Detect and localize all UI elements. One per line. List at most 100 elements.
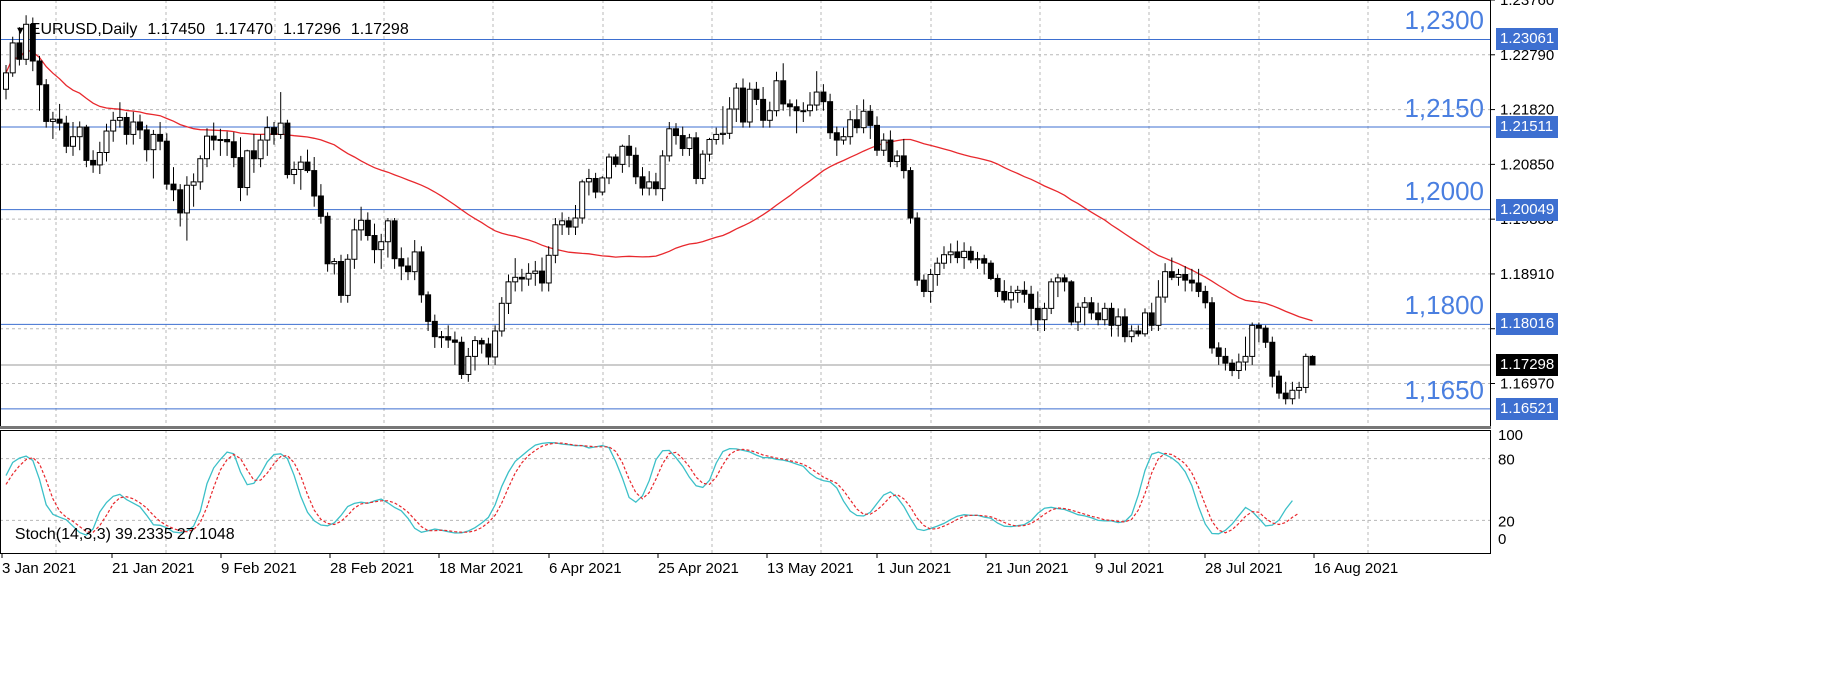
candle: [1028, 285, 1035, 326]
candle: [190, 173, 197, 207]
candle: [646, 171, 653, 196]
candle-body: [1048, 281, 1055, 309]
candle-body: [29, 23, 36, 62]
candle: [1249, 322, 1256, 365]
candle-body: [1081, 302, 1088, 308]
candle-body: [492, 330, 499, 358]
horizontal-levels: [0, 38, 1490, 410]
candle: [465, 347, 472, 382]
y-tick-label: 1.16970: [1500, 376, 1554, 393]
candle: [1041, 302, 1048, 331]
candle: [150, 129, 157, 179]
candle: [237, 137, 244, 202]
candle: [1001, 280, 1008, 303]
candle-body: [163, 140, 170, 185]
candle: [317, 184, 324, 224]
candle: [954, 240, 961, 264]
candle-body: [472, 340, 478, 357]
candle-body: [96, 152, 103, 166]
candle-body: [143, 129, 150, 151]
candle-body: [478, 340, 485, 345]
candle: [606, 153, 612, 185]
x-tick-label: 9 Feb 2021: [221, 560, 297, 577]
level-price-tag: 1.16521: [1496, 397, 1558, 420]
candle-body: [746, 88, 753, 123]
candle-body: [1289, 389, 1296, 400]
candle-body: [974, 258, 981, 261]
candle: [344, 254, 351, 303]
candle-body: [1115, 316, 1122, 326]
candle-body: [967, 250, 974, 261]
candle: [1034, 291, 1041, 331]
candle: [418, 246, 425, 303]
candle-body: [1215, 347, 1222, 357]
candle-body: [632, 154, 639, 178]
candle-body: [1249, 324, 1256, 357]
candle: [981, 254, 988, 275]
candle-body: [733, 87, 740, 110]
chevron-down-icon[interactable]: ▼: [14, 25, 26, 37]
candle-body: [1276, 375, 1282, 394]
candle: [1008, 285, 1014, 309]
candle: [619, 144, 626, 173]
pane-separator: [0, 426, 1491, 429]
candle-body: [941, 254, 947, 264]
candle: [699, 150, 706, 185]
candle-body: [1014, 289, 1021, 294]
price-grid: [0, 0, 1490, 553]
candle-body: [1135, 330, 1142, 335]
candle: [880, 133, 887, 156]
candle-body: [780, 80, 787, 105]
candle-body: [693, 137, 700, 179]
candle: [719, 106, 726, 145]
candle-body: [652, 181, 659, 190]
candle-body: [1235, 361, 1242, 372]
candle-body: [83, 126, 90, 161]
candle: [83, 124, 90, 168]
candle: [1162, 263, 1169, 303]
candle-body: [626, 145, 633, 156]
candle-body: [224, 139, 231, 143]
candle: [706, 137, 713, 162]
candle: [250, 133, 257, 173]
candle-body: [947, 251, 954, 256]
candle-body: [525, 272, 532, 280]
candle-body: [820, 91, 827, 103]
candle-body: [934, 262, 941, 276]
candle-body: [1242, 355, 1249, 363]
candle-body: [16, 42, 23, 60]
candle-body: [177, 189, 184, 214]
candle: [90, 150, 97, 173]
x-tick-label: 16 Aug 2021: [1314, 560, 1398, 577]
price-pane-border: [0, 0, 1491, 428]
candle: [43, 79, 50, 128]
candle-body: [1195, 282, 1202, 292]
candle-body: [130, 121, 137, 135]
candle: [860, 99, 867, 134]
candle-body: [853, 119, 860, 129]
candle: [1075, 302, 1081, 331]
candle-body: [1021, 289, 1028, 295]
candle: [284, 119, 291, 179]
candle: [492, 325, 499, 365]
candle: [1296, 381, 1303, 399]
candle: [277, 92, 284, 139]
candle: [3, 64, 9, 100]
candle-body: [740, 87, 746, 123]
candle: [425, 291, 432, 331]
candle: [204, 128, 210, 168]
candle: [1195, 268, 1202, 298]
candle-body: [237, 157, 244, 189]
candle-body: [9, 42, 16, 74]
candle: [1309, 355, 1316, 366]
level-price-tag: 1.20049: [1496, 198, 1558, 221]
candle: [1014, 285, 1021, 303]
candle-body: [518, 276, 525, 280]
candle: [445, 325, 452, 348]
candle-body: [1041, 307, 1048, 321]
candle: [512, 258, 519, 292]
candle: [874, 116, 880, 156]
candle: [23, 15, 30, 65]
candle: [351, 218, 358, 269]
candle-body: [204, 135, 210, 160]
